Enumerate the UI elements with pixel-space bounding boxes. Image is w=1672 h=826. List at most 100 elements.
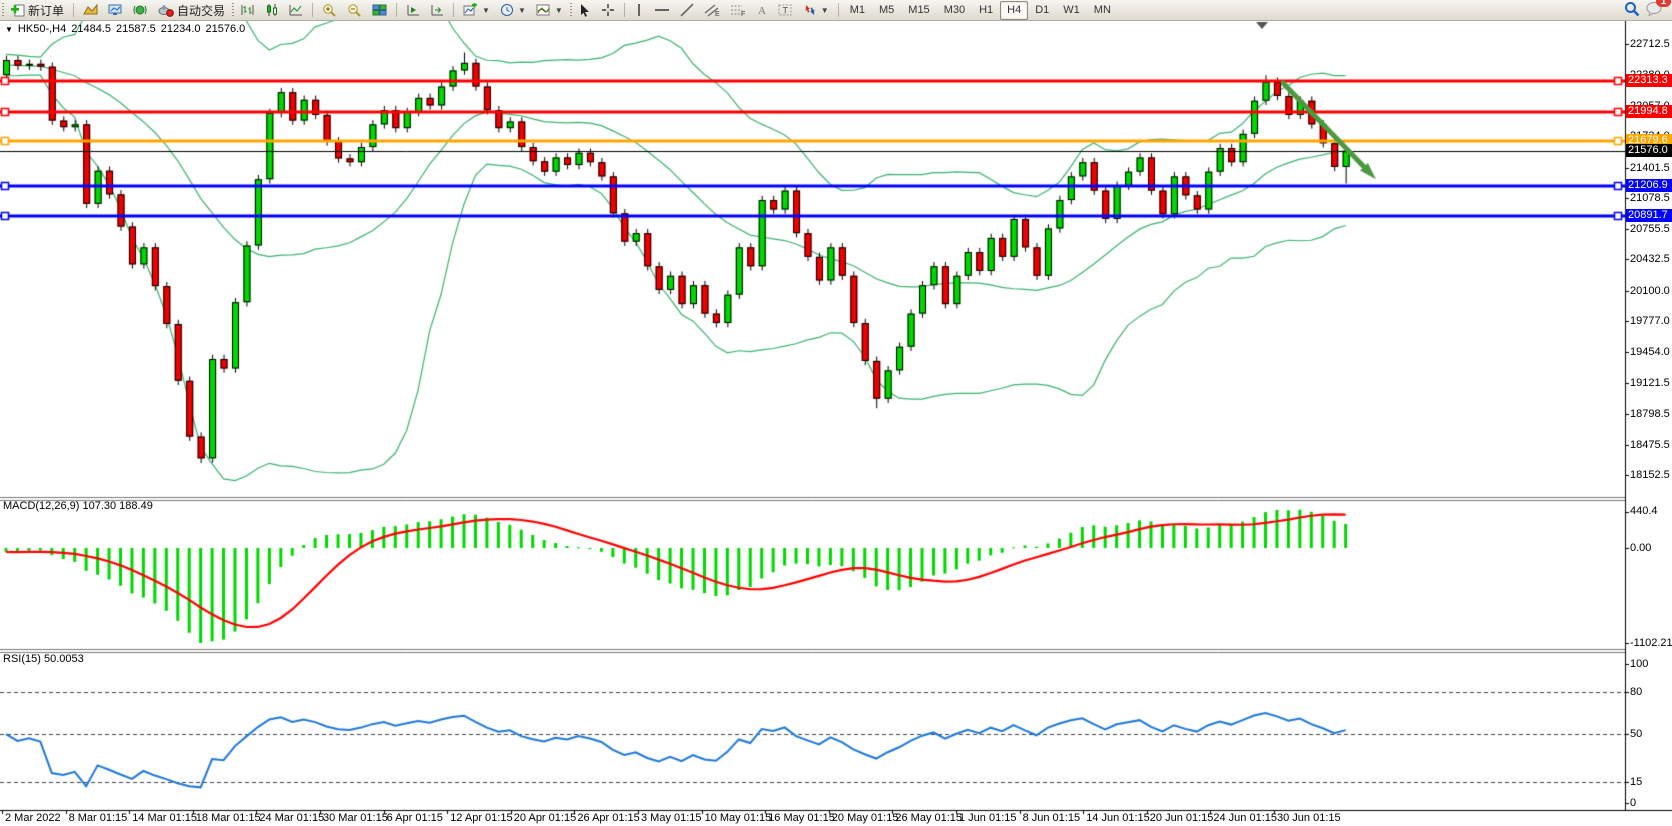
horizontal-line-button[interactable] [649, 0, 675, 20]
date-axis-label: 20 Jun 01:15 [1149, 812, 1214, 824]
hline-price-label[interactable]: 21679.6 [1626, 134, 1672, 148]
date-axis-label: 8 Jun 01:15 [1022, 812, 1081, 824]
autotrading-label: 自动交易 [177, 3, 226, 18]
price-axis-tick: 18798.5 [1630, 408, 1670, 421]
hline-price-label[interactable]: 21994.8 [1626, 104, 1672, 118]
text-icon: A [756, 3, 768, 17]
chart-shift-button[interactable] [425, 0, 449, 20]
price-axis-tick: 21401.5 [1630, 161, 1670, 174]
candlestick-chart-button[interactable] [260, 0, 284, 20]
new-order-button[interactable]: 新订单 [6, 0, 69, 20]
date-axis-label: 20 Apr 01:15 [513, 812, 577, 824]
auto-scroll-icon [406, 3, 420, 17]
ohlc-close: 21576.0 [205, 23, 246, 35]
templates-button[interactable]: ▼ [531, 0, 568, 20]
rsi-axis-tick: 100 [1630, 658, 1649, 670]
new-order-label: 新订单 [28, 3, 65, 18]
horizontal-line-icon [654, 3, 670, 17]
date-axis-label: 14 Mar 01:15 [132, 812, 198, 824]
autotrading-button[interactable]: 自动交易 [153, 0, 230, 20]
symbol-title: HK50-,H4 [17, 23, 67, 35]
notification-badge: 1 [1656, 0, 1671, 7]
signals-icon [133, 3, 148, 17]
arrows-caret-icon: ▼ [820, 5, 829, 15]
date-axis-label: 1 Jun 01:15 [959, 812, 1017, 824]
fibonacci-button[interactable]: F [725, 0, 751, 20]
timeframe-button-m15[interactable]: M15 [908, 3, 930, 16]
timeframe-button-h1[interactable]: H1 [979, 3, 994, 16]
date-axis-label: 20 May 01:15 [831, 812, 899, 824]
indicators-button[interactable]: ▼ [458, 0, 495, 20]
hline-price-label[interactable]: 20891.7 [1626, 208, 1672, 222]
cursor-button[interactable] [574, 0, 596, 20]
trendline-button[interactable] [675, 0, 699, 20]
autotrading-icon [158, 3, 174, 17]
crosshair-button[interactable] [596, 0, 620, 20]
hline-price-label[interactable]: 21576.0 [1626, 144, 1672, 158]
rsi-axis-tick: 50 [1630, 727, 1643, 740]
auto-scroll-button[interactable] [401, 0, 425, 20]
periods-clock-icon [500, 3, 514, 17]
zoom-in-button[interactable] [317, 0, 342, 20]
indicators-add-icon [463, 3, 478, 17]
timeframe-button-w1[interactable]: W1 [1063, 3, 1080, 16]
timeframe-button-m30[interactable]: M30 [943, 3, 966, 16]
crosshair-icon [601, 3, 615, 17]
date-axis-label: 10 May 01:15 [704, 812, 772, 824]
hline-price-label[interactable]: 21206.9 [1626, 179, 1672, 193]
search-icon[interactable] [1624, 1, 1640, 20]
price-axis-tick: 20755.5 [1630, 222, 1670, 235]
zoom-out-button[interactable] [342, 0, 367, 20]
periods-button[interactable]: ▼ [495, 0, 531, 20]
date-axis-label: 26 Apr 01:15 [577, 812, 640, 824]
rsi-axis-tick: 80 [1630, 685, 1643, 698]
macd-indicator-label: MACD(12,26,9) 107.30 188.49 [3, 500, 153, 512]
arrows-button[interactable]: ▼ [798, 0, 834, 20]
hline-price-label[interactable]: 22313.3 [1626, 74, 1672, 88]
svg-text:A: A [758, 5, 766, 17]
timeframe-button-m5[interactable]: M5 [879, 3, 895, 16]
timeframe-button-d1[interactable]: D1 [1035, 3, 1050, 16]
equidistant-channel-button[interactable]: E [699, 0, 725, 20]
vertical-line-icon [634, 3, 644, 17]
market-watch-button[interactable] [103, 0, 128, 20]
zoom-out-icon [347, 3, 362, 17]
vertical-line-button[interactable] [629, 0, 649, 20]
line-chart-button[interactable] [284, 0, 308, 20]
ohlc-high: 21587.5 [115, 23, 156, 35]
timeframe-button-mn[interactable]: MN [1093, 3, 1111, 16]
ohlc-low: 21234.0 [160, 23, 201, 35]
symbol-info-line: ▼ HK50-,H4 21484.5 21587.5 21234.0 21576… [5, 23, 245, 35]
text-label-icon: T [778, 3, 793, 17]
ohlc-open: 21484.5 [71, 23, 111, 35]
tile-windows-icon [372, 3, 387, 17]
timeframe-button-h4[interactable]: H4 [1000, 0, 1029, 20]
price-axis-tick: 19121.5 [1630, 377, 1670, 390]
indicators-caret-icon: ▼ [482, 5, 490, 15]
date-axis-label: 6 Apr 01:15 [386, 812, 443, 824]
collapse-triangle-icon[interactable]: ▼ [5, 24, 13, 34]
bar-chart-button[interactable] [236, 0, 260, 20]
rsi-axis-tick: 15 [1630, 776, 1643, 789]
periods-caret-icon: ▼ [517, 5, 526, 15]
new-chart-button[interactable] [78, 0, 103, 20]
bar-chart-icon [241, 3, 255, 17]
price-axis-tick: 18152.5 [1630, 469, 1670, 482]
toolbar-grip [2, 3, 4, 17]
text-button[interactable]: A [751, 0, 773, 20]
templates-icon [536, 3, 551, 17]
signals-button[interactable] [128, 0, 153, 20]
templates-caret-icon: ▼ [554, 5, 563, 15]
chart-shift-icon [430, 3, 444, 17]
price-axis-tick: 19777.0 [1630, 315, 1670, 328]
date-axis-label: 16 May 01:15 [768, 812, 835, 824]
timeframe-button-m1[interactable]: M1 [849, 3, 865, 16]
notifications-button[interactable]: 1 [1646, 0, 1671, 19]
tile-windows-button[interactable] [367, 0, 392, 20]
price-axis-tick: 22712.5 [1630, 37, 1670, 50]
chat-bubble-icon [1646, 2, 1662, 17]
fibonacci-icon: F [730, 3, 746, 17]
text-label-button[interactable]: T [773, 0, 798, 20]
